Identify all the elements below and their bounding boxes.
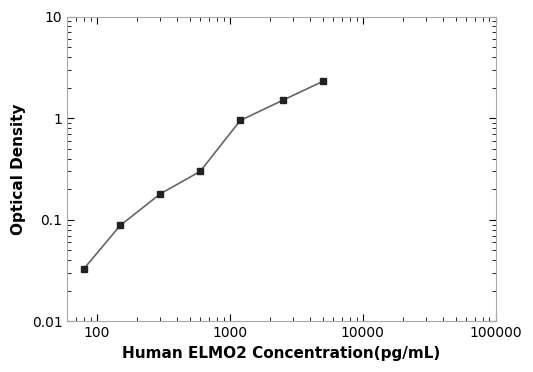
Y-axis label: Optical Density: Optical Density	[11, 103, 26, 235]
X-axis label: Human ELMO2 Concentration(pg/mL): Human ELMO2 Concentration(pg/mL)	[122, 346, 441, 361]
